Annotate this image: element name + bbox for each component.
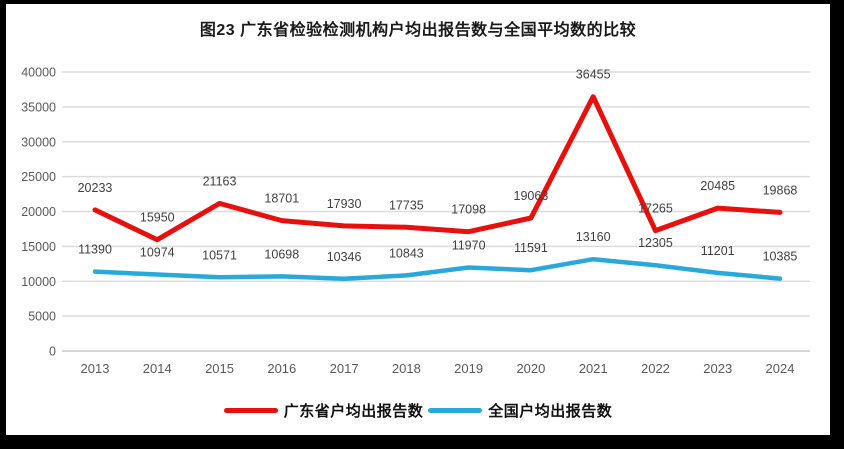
- data-label: 11390: [78, 243, 112, 257]
- y-tick-label: 0: [49, 345, 56, 359]
- chart-title: 图23 广东省检验检测机构户均出报告数与全国平均数的比较: [199, 22, 637, 39]
- y-tick-label: 40000: [21, 66, 56, 80]
- data-label: 10385: [763, 250, 798, 264]
- x-tick-label: 2022: [641, 361, 670, 376]
- x-tick-label: 2013: [81, 361, 110, 376]
- data-label: 18701: [264, 192, 299, 206]
- data-label: 10698: [264, 247, 299, 261]
- data-label: 10346: [327, 250, 362, 264]
- data-label: 12305: [638, 236, 673, 250]
- data-label: 19063: [514, 189, 549, 203]
- x-tick-label: 2020: [516, 361, 545, 376]
- y-tick-label: 15000: [21, 240, 56, 254]
- data-label: 17930: [327, 197, 362, 211]
- x-tick-label: 2017: [330, 361, 359, 376]
- x-tick-label: 2016: [267, 361, 296, 376]
- legend-item-national: 全国户均出报告数: [428, 400, 612, 421]
- data-label: 17265: [638, 202, 673, 216]
- x-tick-label: 2015: [205, 361, 234, 376]
- legend-swatch-blue-line: [428, 408, 483, 413]
- legend-label: 全国户均出报告数: [488, 403, 613, 420]
- series-line-guangdong: [92, 94, 783, 243]
- data-label: 36455: [576, 68, 611, 82]
- x-tick-label: 2018: [392, 361, 421, 376]
- data-label: 13160: [576, 230, 611, 244]
- data-label: 10571: [202, 248, 237, 262]
- chart-canvas: 图23 广东省检验检测机构户均出报告数与全国平均数的比较 0 5000 10000 1…: [6, 4, 830, 435]
- legend-item-guangdong: 广东省户均出报告数: [223, 400, 424, 421]
- legend-swatch-red-line: [223, 408, 278, 413]
- y-tick-label: 20000: [21, 205, 56, 219]
- x-tick-label: 2021: [579, 361, 608, 376]
- line-chart: 0 5000 10000 15000 20000 25000 30000 35000 40000…: [21, 66, 810, 376]
- y-tick-label: 35000: [21, 100, 56, 114]
- data-label: 10843: [389, 246, 424, 260]
- data-label: 17735: [389, 198, 424, 212]
- legend-label: 广东省户均出报告数: [283, 403, 424, 420]
- data-label: 21163: [203, 174, 237, 188]
- data-label: 19868: [763, 183, 798, 197]
- data-label: 11591: [514, 241, 548, 255]
- y-tick-label: 10000: [21, 275, 56, 289]
- data-label: 15950: [140, 211, 175, 225]
- data-label: 17098: [451, 203, 486, 217]
- x-tick-label: 2024: [766, 361, 795, 376]
- x-tick-label: 2014: [143, 361, 172, 376]
- x-tick-label: 2019: [454, 361, 483, 376]
- series-line-national: [92, 256, 783, 282]
- data-label: 20485: [700, 179, 735, 193]
- data-label: 11201: [701, 244, 735, 258]
- data-label: 20233: [78, 181, 113, 195]
- y-tick-label: 5000: [28, 310, 56, 324]
- data-label: 10974: [140, 245, 175, 259]
- y-tick-label: 30000: [21, 135, 56, 149]
- data-label: 11970: [452, 239, 486, 253]
- chart-legend: 广东省户均出报告数 全国户均出报告数: [6, 400, 830, 421]
- y-tick-label: 25000: [21, 170, 56, 184]
- x-tick-label: 2023: [703, 361, 732, 376]
